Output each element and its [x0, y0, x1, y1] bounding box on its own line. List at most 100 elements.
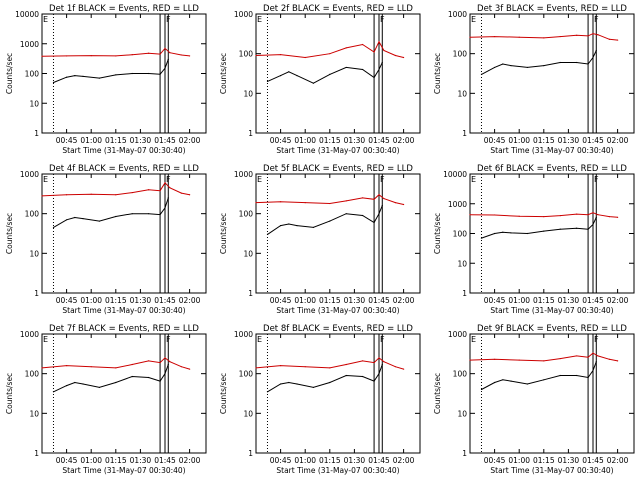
x-tick-label: 01:00 — [294, 296, 316, 305]
data-point — [169, 52, 171, 54]
data-point — [502, 231, 504, 233]
x-tick-label: 01:15 — [533, 296, 555, 305]
panel-title: Det 6f BLACK = Events, RED = LLD — [477, 164, 627, 174]
panel-det-5: Det 5f BLACK = Events, RED = LLD10001001… — [219, 164, 421, 315]
data-point — [329, 220, 331, 222]
data-point — [373, 198, 375, 200]
y-tick-label: 10 — [243, 89, 253, 98]
flag-label-left: E — [471, 175, 476, 184]
data-point — [543, 65, 545, 67]
data-point — [381, 363, 383, 366]
data-point — [74, 74, 76, 77]
y-tick-label: 100 — [453, 230, 468, 239]
y-tick-label: 1000 — [234, 10, 253, 19]
data-point — [167, 58, 169, 60]
x-tick-label: 01:45 — [368, 296, 390, 305]
data-point — [189, 194, 191, 196]
data-point — [304, 366, 306, 368]
y-tick-label: 1 — [248, 289, 253, 298]
data-point — [164, 47, 166, 49]
data-point — [587, 35, 589, 37]
x-tick-label: 01:45 — [368, 136, 390, 145]
data-point — [597, 355, 599, 357]
panel-title: Det 2f BLACK = Events, RED = LLD — [263, 4, 413, 14]
data-point — [592, 33, 594, 35]
data-point — [597, 214, 599, 216]
data-point — [378, 213, 380, 215]
data-point — [480, 73, 483, 76]
x-tick-label: 02:00 — [607, 456, 629, 465]
panel-det-4: Det 4f BLACK = Events, RED = LLD10001001… — [5, 164, 207, 315]
data-point — [576, 213, 578, 215]
data-point — [378, 194, 380, 196]
y-axis-label: Counts/sec — [433, 53, 442, 94]
data-point — [148, 189, 150, 191]
data-point — [167, 363, 169, 366]
y-axis-label: Counts/sec — [219, 213, 228, 254]
x-tick-label: 01:30 — [344, 136, 366, 145]
data-point — [66, 194, 68, 196]
x-tick-label: 01:00 — [508, 296, 530, 305]
data-point — [167, 197, 169, 199]
data-point — [66, 364, 68, 367]
panel-det-3: Det 3f BLACK = Events, RED = LLD10001001… — [433, 4, 635, 155]
x-tick-label: 02:00 — [179, 296, 201, 305]
x-tick-label: 01:30 — [130, 296, 152, 305]
data-point — [592, 56, 594, 59]
x-tick-label: 01:15 — [533, 456, 555, 465]
x-axis-label: Start Time (31-May-07 00:30:40) — [490, 146, 613, 155]
data-point — [288, 223, 290, 225]
y-tick-label: 100 — [25, 70, 40, 79]
plot-frame — [469, 333, 635, 454]
data-point — [383, 49, 385, 52]
data-point — [148, 52, 150, 54]
data-point — [159, 73, 161, 75]
data-point — [595, 361, 597, 363]
x-tick-label: 00:45 — [270, 136, 292, 145]
data-point — [164, 207, 166, 209]
data-point — [378, 357, 380, 359]
data-point — [345, 374, 347, 377]
y-tick-label: 1000 — [20, 170, 39, 179]
flag-label-left: E — [471, 335, 476, 344]
x-tick-label: 01:00 — [294, 136, 316, 145]
data-point — [66, 76, 68, 78]
data-point — [559, 35, 561, 38]
data-point — [597, 34, 599, 36]
data-point — [41, 367, 43, 369]
data-point — [378, 373, 380, 375]
data-point — [378, 41, 380, 43]
x-tick-label: 01:15 — [319, 136, 341, 145]
data-point — [115, 367, 117, 369]
data-point — [296, 225, 298, 227]
data-point — [169, 187, 171, 189]
data-point — [518, 359, 520, 361]
data-point — [159, 53, 161, 55]
y-tick-label: 1000 — [20, 330, 39, 339]
data-point — [576, 61, 578, 64]
x-tick-label: 01:45 — [154, 296, 176, 305]
x-axis-label: Start Time (31-May-07 00:30:40) — [276, 306, 399, 315]
x-tick-label: 00:45 — [56, 456, 78, 465]
y-tick-label: 10 — [29, 409, 39, 418]
series-line-events — [267, 62, 383, 84]
data-point — [304, 56, 306, 59]
y-axis-label: Counts/sec — [219, 373, 228, 414]
data-point — [494, 35, 496, 38]
data-point — [329, 73, 331, 76]
series-line-lld — [41, 181, 190, 197]
data-point — [329, 53, 331, 55]
data-point — [608, 215, 611, 218]
x-axis-label: Start Time (31-May-07 00:30:40) — [62, 466, 185, 475]
flag-label: F — [594, 175, 599, 184]
x-tick-label: 01:30 — [558, 296, 580, 305]
data-point — [280, 364, 282, 367]
data-point — [148, 376, 150, 379]
x-tick-label: 01:45 — [582, 136, 604, 145]
flag-label-left: E — [257, 335, 262, 344]
data-point — [510, 380, 512, 382]
data-point — [480, 388, 483, 391]
data-point — [526, 232, 529, 235]
y-tick-label: 1000 — [448, 10, 467, 19]
data-point — [280, 53, 282, 56]
